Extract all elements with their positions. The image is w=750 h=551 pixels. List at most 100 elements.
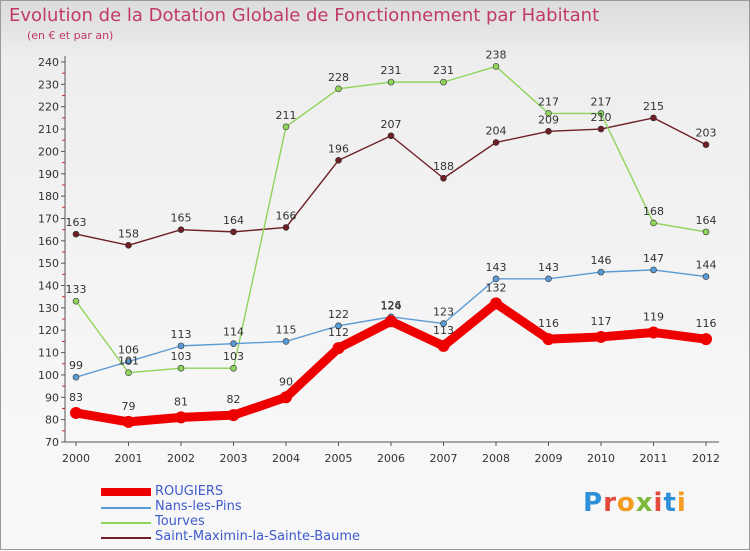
data-point (702, 228, 710, 236)
y-tick-label: 170 (38, 212, 59, 225)
data-label: 81 (174, 395, 188, 408)
data-point (125, 369, 132, 377)
data-label: 117 (591, 315, 612, 328)
data-point (700, 333, 712, 346)
data-labels: 163 158 165 164 166 196 207 188 204 209 210 215 203 1… (66, 48, 717, 412)
data-point (227, 409, 240, 422)
chart-title: Evolution de la Dotation Globale de Fonc… (9, 5, 600, 26)
data-label: 132 (486, 281, 507, 294)
data-point (282, 338, 290, 345)
data-label: 217 (591, 95, 612, 108)
data-point (597, 110, 605, 117)
data-label: 164 (696, 214, 717, 227)
data-point (492, 139, 500, 146)
x-tick-label: 2012 (692, 452, 720, 465)
data-point (125, 358, 132, 365)
data-label: 163 (66, 216, 87, 229)
x-tick-label: 2003 (220, 452, 248, 465)
data-point (177, 342, 185, 350)
data-label: 203 (696, 127, 717, 140)
data-point (122, 415, 135, 428)
data-point (440, 174, 447, 182)
data-label: 238 (486, 48, 507, 61)
data-label: 217 (538, 95, 559, 108)
data-point (545, 127, 552, 135)
data-point (597, 125, 605, 133)
data-label: 103 (171, 350, 192, 363)
x-tick-label: 2007 (430, 452, 458, 465)
y-tick-label: 150 (38, 257, 59, 270)
x-tick-label: 2011 (640, 452, 668, 465)
data-label: 116 (538, 317, 559, 330)
data-point (125, 241, 132, 249)
x-tick-label: 2000 (62, 452, 90, 465)
logo-letter: o (616, 488, 636, 518)
data-point (702, 273, 710, 280)
data-point (545, 110, 552, 117)
data-point (597, 268, 605, 276)
data-label: 196 (328, 142, 349, 155)
legend-swatch (101, 522, 151, 524)
y-tick-label: 240 (38, 56, 59, 69)
data-label: 90 (279, 375, 293, 388)
x-tick-label: 2008 (482, 452, 510, 465)
data-label: 103 (223, 350, 244, 363)
data-label: 166 (276, 209, 297, 222)
legend-label: Nans-les-Pins (155, 499, 242, 514)
y-tick-label: 140 (38, 280, 59, 293)
data-point (490, 297, 502, 310)
data-label: 116 (696, 317, 717, 330)
data-label: 83 (69, 391, 83, 404)
logo-letter: i (676, 488, 687, 518)
y-tick-label: 180 (38, 190, 59, 203)
y-tick-label: 190 (38, 168, 59, 181)
x-tick-label: 2002 (167, 452, 195, 465)
data-point (335, 322, 342, 330)
data-point (387, 78, 395, 86)
chart-subtitle: (en € et par an) (27, 29, 114, 42)
data-point (387, 132, 395, 140)
data-point (177, 364, 185, 372)
data-label: 165 (171, 212, 192, 225)
data-label: 158 (118, 227, 139, 240)
y-tick-label: 230 (38, 78, 59, 91)
data-label: 112 (328, 326, 349, 339)
data-point (647, 326, 660, 339)
data-point (440, 320, 447, 327)
x-tick-label: 2006 (377, 452, 405, 465)
proxiti-logo: Proxiti (583, 488, 687, 518)
data-point (177, 226, 185, 233)
y-tick-label: 130 (38, 302, 59, 315)
data-label: 231 (381, 64, 402, 77)
data-label: 113 (433, 324, 454, 337)
data-point (440, 78, 447, 86)
y-tick-label: 70 (45, 436, 59, 449)
data-point (282, 123, 290, 131)
data-point (70, 406, 82, 419)
x-tick-label: 2009 (535, 452, 563, 465)
data-label: 114 (223, 326, 244, 339)
data-label: 143 (486, 261, 507, 274)
data-point (175, 411, 187, 424)
y-tick-label: 210 (38, 123, 59, 136)
data-label: 126 (381, 299, 402, 312)
data-point (282, 224, 290, 231)
data-label: 188 (433, 160, 454, 173)
data-point (492, 275, 500, 283)
legend-swatch (101, 537, 151, 539)
x-tick-label: 2004 (272, 452, 300, 465)
data-point (335, 85, 342, 93)
chart-series (70, 63, 712, 428)
data-point (72, 373, 80, 381)
legend-label: ROUGIERS (155, 484, 224, 499)
data-point (72, 297, 80, 305)
data-point (230, 228, 237, 236)
legend-label: Saint-Maximin-la-Sainte-Baume (155, 529, 360, 544)
data-label: 122 (328, 308, 349, 321)
data-label: 204 (486, 124, 507, 137)
x-tick-label: 2005 (325, 452, 353, 465)
data-point (437, 339, 450, 352)
x-tick-label: 2001 (115, 452, 143, 465)
legend-swatch (101, 488, 151, 496)
